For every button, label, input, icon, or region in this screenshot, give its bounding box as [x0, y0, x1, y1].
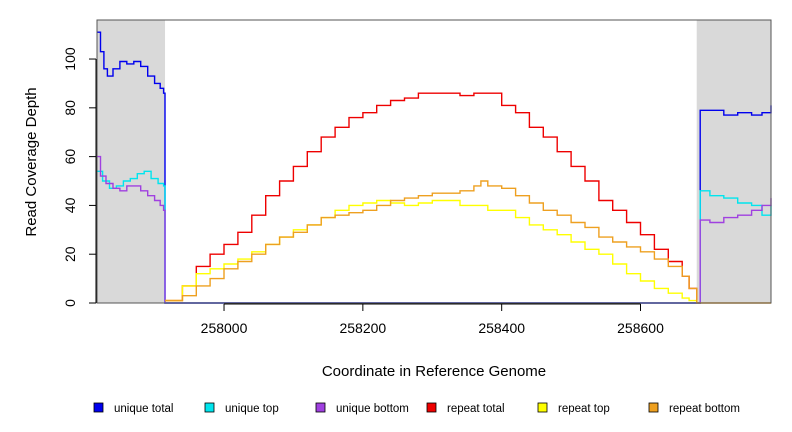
x-tick-label: 258600 — [617, 320, 664, 336]
y-tick-label: 60 — [62, 149, 78, 165]
x-axis: 258000 258200 258400 258600 — [201, 303, 664, 336]
legend-label: unique total — [114, 403, 173, 415]
y-axis: 0 20 40 60 80 100 — [62, 47, 97, 307]
y-axis-title: Read Coverage Depth — [23, 87, 40, 236]
legend-label: unique top — [225, 403, 279, 415]
x-tick-label: 258000 — [201, 320, 248, 336]
x-axis-title: Coordinate in Reference Genome — [322, 363, 546, 380]
y-tick-label: 100 — [62, 47, 78, 71]
series-unique-top — [97, 170, 772, 304]
series-repeat-total — [165, 92, 698, 303]
legend-swatch — [648, 402, 659, 413]
legend: unique total unique top unique bottom repea… — [93, 402, 740, 415]
legend-swatch — [426, 402, 437, 413]
legend-item-repeat-top: repeat top — [537, 402, 610, 415]
y-tick-label: 20 — [62, 246, 78, 262]
legend-item-repeat-bottom: repeat bottom — [648, 402, 740, 415]
legend-label: repeat top — [558, 403, 610, 415]
y-tick-label: 0 — [62, 299, 78, 307]
y-tick-label: 80 — [62, 100, 78, 116]
legend-label: repeat total — [447, 403, 505, 415]
shaded-regions — [97, 20, 771, 303]
legend-item-unique-total: unique total — [93, 402, 173, 415]
x-tick-label: 258400 — [478, 320, 525, 336]
legend-swatch — [537, 402, 548, 413]
legend-swatch — [204, 402, 215, 413]
x-tick-label: 258200 — [339, 320, 386, 336]
legend-item-unique-top: unique top — [204, 402, 279, 415]
series-unique-bottom — [97, 155, 772, 304]
series-lines — [97, 31, 772, 304]
series-repeat-top — [165, 199, 698, 303]
legend-swatch — [315, 402, 326, 413]
series-unique-total — [97, 31, 772, 304]
shaded-region-2 — [696, 20, 771, 303]
legend-swatch — [93, 402, 104, 413]
y-tick-label: 40 — [62, 197, 78, 213]
plot-frame — [96, 19, 772, 304]
legend-item-unique-bottom: unique bottom — [315, 402, 409, 415]
series-repeat-bottom — [165, 180, 771, 304]
legend-label: unique bottom — [336, 403, 409, 415]
shaded-region-1 — [97, 20, 166, 303]
legend-item-repeat-total: repeat total — [426, 402, 505, 415]
legend-label: repeat bottom — [669, 403, 740, 415]
